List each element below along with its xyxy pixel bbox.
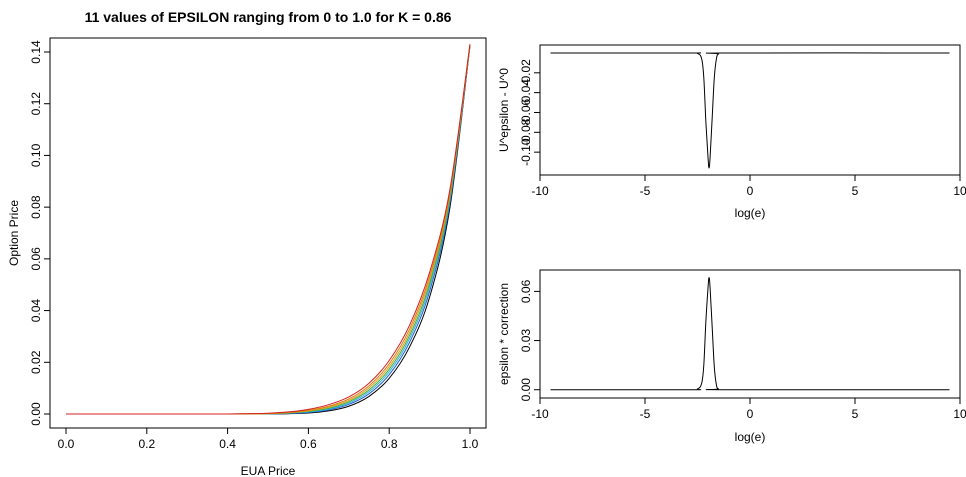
x-tick-label: 0.0 (58, 437, 75, 451)
x-tick-label: 5 (852, 407, 859, 421)
y-tick-label: 0.00 (519, 378, 533, 402)
y-axis: -0.10-0.08-0.06-0.04-0.02 (519, 59, 541, 166)
y-tick-label: -0.10 (519, 138, 533, 166)
y-tick-label: -0.04 (519, 79, 533, 107)
plot-frame (539, 269, 961, 399)
x-tick-label: 1.0 (462, 437, 479, 451)
x-axis: 0.0 0.2 0.4 0.6 0.8 1.0 (58, 427, 479, 451)
x-tick-label: -5 (640, 184, 651, 198)
series-line (550, 52, 950, 169)
y-tick-label: 0.00 (29, 402, 43, 426)
x-tick-label: 5 (852, 184, 859, 198)
x-tick-label: -5 (640, 407, 651, 421)
series-line (65, 44, 471, 415)
y-axis-label: epsilon * correction (497, 283, 511, 385)
y-tick-label: -0.06 (519, 98, 533, 126)
x-axis-label: log(e) (735, 206, 766, 220)
series-line (65, 44, 471, 415)
plot-frame (539, 44, 961, 176)
y-tick-label: -0.08 (519, 118, 533, 146)
y-tick-label: 0.04 (29, 299, 43, 323)
x-axis-label: EUA Price (241, 464, 296, 477)
chart-epsilon-correction: -10 -5 0 5 10 0.00 0.03 0.06 log(e) epsilon * … (497, 269, 966, 444)
y-tick-label: 0.14 (29, 40, 43, 64)
x-tick-label: 10 (953, 407, 966, 421)
series-group (550, 52, 950, 169)
x-axis-label: log(e) (735, 430, 766, 444)
series-line (65, 44, 471, 415)
chart-utility-difference: -10 -5 0 5 10 -0.10-0.08-0.06-0.04-0.02 log(… (497, 44, 966, 220)
y-tick-label: 0.12 (29, 92, 43, 116)
x-tick-label: 10 (953, 184, 966, 198)
series-group (550, 276, 950, 391)
x-tick-label: 0 (747, 184, 754, 198)
y-axis-label: U^epsilon - U^0 (497, 68, 511, 152)
y-tick-label: 0.02 (29, 350, 43, 374)
x-tick-label: 0 (747, 407, 754, 421)
x-axis: -10 -5 0 5 10 (531, 397, 966, 421)
y-tick-label: 0.03 (519, 329, 533, 353)
y-tick-label: -0.02 (519, 59, 533, 87)
plot-frame (49, 37, 487, 429)
chart-option-price: 11 values of EPSILON ranging from 0 to 1… (7, 9, 487, 477)
chart-title: 11 values of EPSILON ranging from 0 to 1… (85, 9, 452, 25)
x-axis: -10 -5 0 5 10 (531, 174, 966, 198)
x-tick-label: -10 (531, 407, 549, 421)
y-tick-label: 0.08 (29, 195, 43, 219)
series-line (65, 45, 471, 415)
x-tick-label: 0.6 (300, 437, 317, 451)
y-tick-label: 0.10 (29, 143, 43, 167)
y-tick-label: 0.06 (29, 247, 43, 271)
y-axis: 0.00 0.02 0.04 0.06 0.08 0.10 0.12 0.14 (29, 40, 51, 426)
series-line (65, 45, 471, 415)
x-tick-label: 0.4 (219, 437, 236, 451)
x-tick-label: -10 (531, 184, 549, 198)
series-line (550, 276, 950, 391)
y-axis-label: Option Price (7, 200, 21, 266)
x-tick-label: 0.8 (381, 437, 398, 451)
y-axis: 0.00 0.03 0.06 (519, 279, 541, 402)
series-group (65, 44, 471, 415)
series-line (65, 44, 471, 415)
x-tick-label: 0.2 (138, 437, 155, 451)
y-tick-label: 0.06 (519, 279, 533, 303)
series-line (65, 44, 471, 415)
